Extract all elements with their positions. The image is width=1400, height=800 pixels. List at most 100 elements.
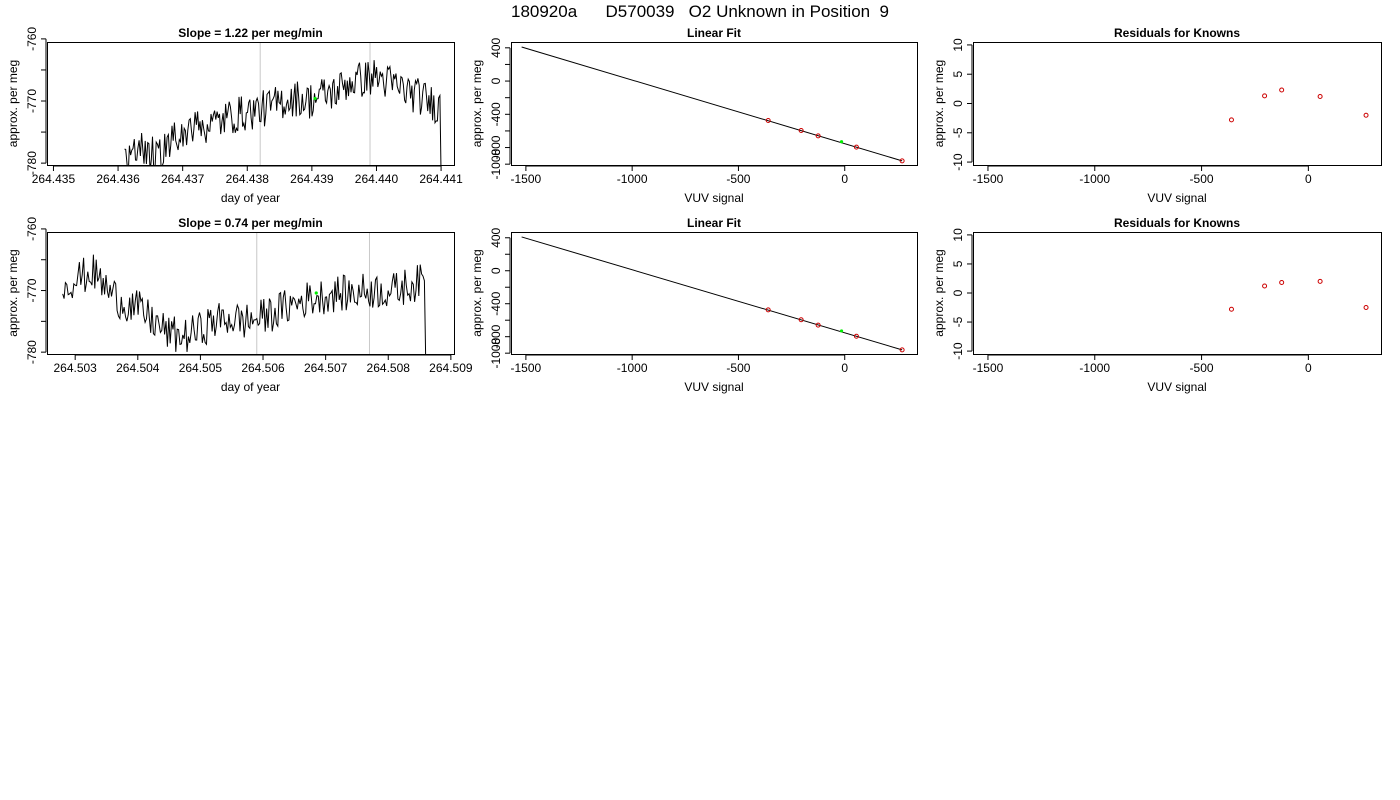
chart-4-y-tick-label-0: 400 (489, 227, 503, 247)
chart-1-unknown-point (839, 140, 844, 144)
chart-3-x-tick-label-2: 264.505 (179, 361, 223, 375)
chart-5-y-tick-label-2: 0 (951, 289, 965, 296)
chart-5-frame (973, 232, 1382, 355)
chart-5-x-axis-label: VUV signal (1147, 380, 1206, 394)
chart-4-known-point-1 (798, 317, 804, 323)
chart-1-x-tick-label-3: 0 (841, 172, 848, 186)
chart-2-known-point-4 (1363, 112, 1369, 118)
chart-1-x-tick-label-0: -1500 (511, 172, 542, 186)
chart-4-x-axis-label: VUV signal (684, 380, 743, 394)
chart-0-x-axis-label: day of year (221, 191, 280, 205)
chart-1-fit-line (521, 46, 903, 162)
chart-2-y-tick-label-4: -10 (951, 153, 965, 171)
chart-1-y-tick-label-0: 400 (489, 37, 503, 57)
chart-5-x-tick-label-1: -1000 (1079, 361, 1110, 375)
chart-3-y-tick-label-0: -760 (25, 217, 39, 241)
chart-1-x-tick-label-1: -1000 (617, 172, 648, 186)
chart-2-x-tick-label-0: -1500 (973, 172, 1004, 186)
chart-3-title: Slope = 0.74 per meg/min (178, 216, 322, 230)
chart-5-y-tick-label-1: 5 (951, 260, 965, 267)
chart-5-title: Residuals for Knowns (1114, 216, 1240, 230)
chart-4-x-tick-label-0: -1500 (511, 361, 542, 375)
chart-5-y-tick-label-4: -10 (951, 342, 965, 360)
chart-2-y-tick-label-3: -5 (951, 127, 965, 138)
chart-5-known-point-3 (1317, 278, 1323, 284)
chart-0-x-tick-label-1: 264.436 (96, 172, 140, 186)
chart-1-y-tick-label-2: 0 (489, 77, 503, 84)
chart-1-x-tick-label-2: -500 (726, 172, 750, 186)
chart-0-frame (47, 42, 455, 166)
chart-0-x-tick-label-6: 264.441 (419, 172, 463, 186)
chart-2-known-point-0 (1228, 117, 1234, 123)
chart-1-x-axis-label: VUV signal (684, 191, 743, 205)
chart-3-y-tick-label-2: -770 (25, 278, 39, 302)
chart-1-y-axis-label: approx. per meg (470, 60, 484, 147)
chart-5-x-tick-label-2: -500 (1190, 361, 1214, 375)
chart-3-frame (47, 232, 455, 355)
chart-2-known-point-2 (1279, 87, 1285, 93)
chart-4-y-tick-label-2: 0 (489, 267, 503, 274)
chart-2-known-point-3 (1317, 93, 1323, 99)
chart-3-y-tick-label-4: -780 (25, 340, 39, 364)
chart-3-x-axis-label: day of year (221, 380, 280, 394)
chart-2-x-tick-label-1: -1000 (1079, 172, 1110, 186)
chart-2-x-tick-label-3: 0 (1305, 172, 1312, 186)
page-title: 180920a D570039 O2 Unknown in Position 9 (510, 2, 890, 21)
chart-4-unknown-point (839, 329, 844, 333)
chart-4-known-point-3 (853, 333, 859, 339)
chart-0-y-tick-label-0: -760 (25, 27, 39, 51)
chart-4-x-tick-label-1: -1000 (617, 361, 648, 375)
chart-2-x-axis-label: VUV signal (1147, 191, 1206, 205)
chart-1-known-point-4 (899, 158, 905, 164)
chart-2-y-axis-label: approx. per meg (932, 60, 946, 147)
chart-5-known-point-4 (1363, 305, 1369, 311)
chart-1-y-tick-label-7: -1000 (489, 149, 503, 180)
chart-4-y-tick-label-6: -800 (489, 324, 503, 348)
chart-2-x-tick-label-2: -500 (1190, 172, 1214, 186)
chart-1-y-tick-label-6: -800 (489, 135, 503, 159)
chart-0-y-tick-label-2: -770 (25, 89, 39, 113)
chart-3-x-tick-label-6: 264.509 (429, 361, 473, 375)
chart-4-fit-line (521, 236, 903, 351)
chart-5-y-tick-label-3: -5 (951, 316, 965, 327)
chart-0-x-tick-label-0: 264.435 (32, 172, 76, 186)
chart-3-trace-line (62, 254, 427, 354)
chart-4-y-axis-label: approx. per meg (470, 249, 484, 336)
chart-1-known-point-0 (765, 118, 771, 124)
chart-5-y-tick-label-0: 10 (951, 228, 965, 242)
chart-4-known-point-4 (899, 347, 905, 353)
chart-5-x-tick-label-0: -1500 (973, 361, 1004, 375)
chart-1-title: Linear Fit (687, 26, 741, 40)
chart-0-x-tick-label-5: 264.440 (355, 172, 399, 186)
chart-4-x-tick-label-3: 0 (841, 361, 848, 375)
chart-5-known-point-1 (1262, 283, 1268, 289)
chart-1-y-tick-label-4: -400 (489, 102, 503, 126)
chart-4-known-point-2 (815, 322, 821, 328)
chart-1-known-point-3 (853, 144, 859, 150)
chart-4-y-tick-label-4: -400 (489, 291, 503, 315)
chart-4-known-point-0 (765, 307, 771, 313)
chart-1-known-point-2 (815, 133, 821, 139)
chart-3-x-tick-label-0: 264.503 (53, 361, 97, 375)
chart-0-x-tick-label-2: 264.437 (161, 172, 205, 186)
chart-3-x-tick-label-3: 264.506 (241, 361, 285, 375)
chart-0-title: Slope = 1.22 per meg/min (178, 26, 322, 40)
chart-0-y-axis-label: approx. per meg (6, 60, 20, 147)
chart-2-known-point-1 (1262, 93, 1268, 99)
chart-3-x-tick-label-5: 264.508 (367, 361, 411, 375)
chart-0-unknown-point (313, 96, 317, 101)
chart-2-frame (973, 42, 1382, 166)
chart-0-y-tick-label-4: -780 (25, 151, 39, 175)
chart-3-x-tick-label-4: 264.507 (304, 361, 348, 375)
chart-5-known-point-2 (1279, 280, 1285, 286)
chart-0-x-tick-label-3: 264.438 (226, 172, 270, 186)
chart-4-x-tick-label-2: -500 (726, 361, 750, 375)
chart-2-y-tick-label-1: 5 (951, 71, 965, 78)
chart-2-y-tick-label-0: 10 (951, 38, 965, 52)
chart-5-y-axis-label: approx. per meg (932, 249, 946, 336)
chart-3-x-tick-label-1: 264.504 (116, 361, 160, 375)
chart-4-title: Linear Fit (687, 216, 741, 230)
chart-2-y-tick-label-2: 0 (951, 100, 965, 107)
chart-4-y-tick-label-7: -1000 (489, 338, 503, 369)
